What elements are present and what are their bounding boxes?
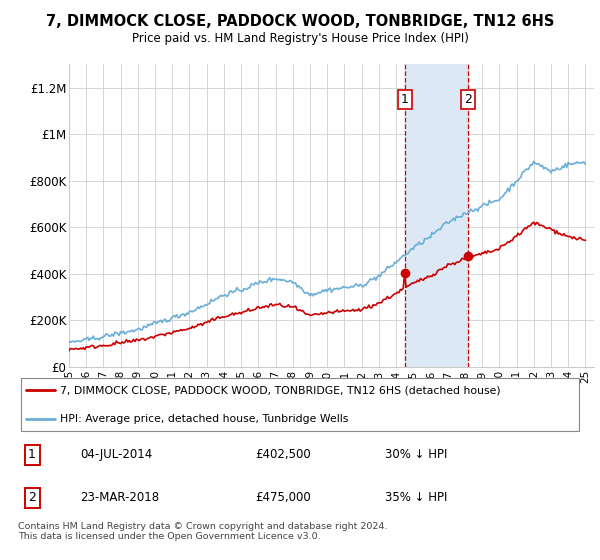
Text: 1: 1 — [401, 93, 409, 106]
Text: Price paid vs. HM Land Registry's House Price Index (HPI): Price paid vs. HM Land Registry's House … — [131, 32, 469, 45]
FancyBboxPatch shape — [21, 378, 579, 431]
Text: £475,000: £475,000 — [255, 491, 311, 504]
Text: 7, DIMMOCK CLOSE, PADDOCK WOOD, TONBRIDGE, TN12 6HS: 7, DIMMOCK CLOSE, PADDOCK WOOD, TONBRIDG… — [46, 14, 554, 29]
Text: 30% ↓ HPI: 30% ↓ HPI — [385, 448, 447, 461]
Text: 2: 2 — [464, 93, 472, 106]
Text: 2: 2 — [28, 491, 36, 504]
Text: £402,500: £402,500 — [255, 448, 311, 461]
Text: HPI: Average price, detached house, Tunbridge Wells: HPI: Average price, detached house, Tunb… — [60, 414, 349, 424]
Text: 35% ↓ HPI: 35% ↓ HPI — [385, 491, 447, 504]
Text: Contains HM Land Registry data © Crown copyright and database right 2024.
This d: Contains HM Land Registry data © Crown c… — [18, 522, 388, 542]
Text: 7, DIMMOCK CLOSE, PADDOCK WOOD, TONBRIDGE, TN12 6HS (detached house): 7, DIMMOCK CLOSE, PADDOCK WOOD, TONBRIDG… — [60, 385, 501, 395]
Text: 04-JUL-2014: 04-JUL-2014 — [80, 448, 152, 461]
Text: 23-MAR-2018: 23-MAR-2018 — [80, 491, 159, 504]
Text: 1: 1 — [28, 448, 36, 461]
Bar — [404, 64, 468, 367]
